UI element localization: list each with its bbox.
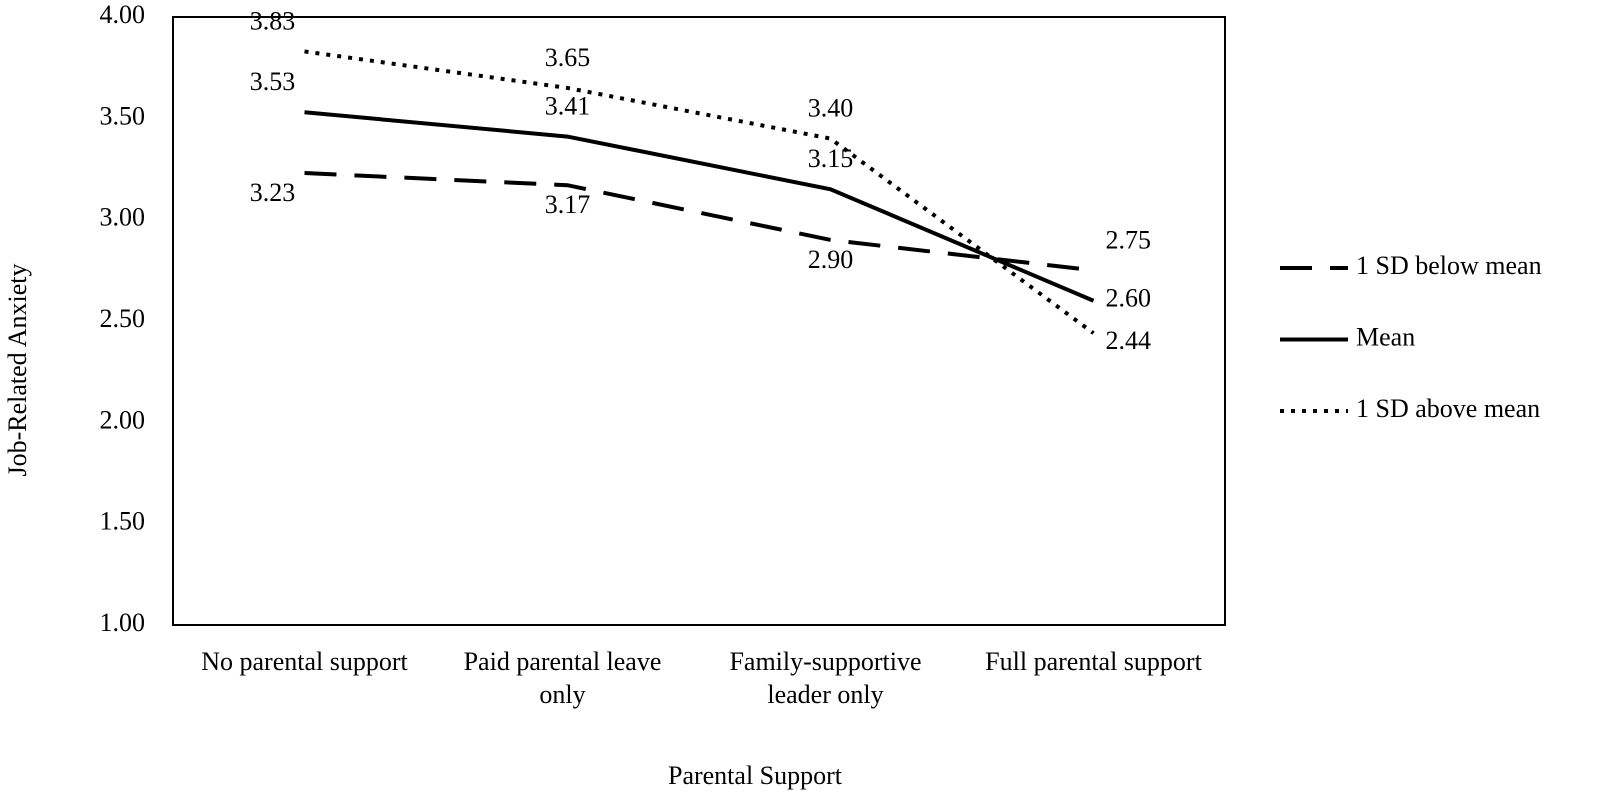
x-axis-title: Parental Support [668,761,843,790]
y-tick-label: 4.00 [100,0,146,29]
data-label: 3.23 [250,178,296,207]
data-label: 3.40 [808,94,854,123]
x-tick-label: No parental support [201,647,408,676]
series-line [304,171,1094,273]
series-line [304,49,1095,335]
y-tick-label: 3.00 [100,203,146,232]
y-tick-label: 3.50 [100,101,146,130]
plot-frame [172,16,1226,626]
y-tick-label: 2.00 [100,405,146,434]
data-label: 3.53 [250,67,296,96]
data-label: 3.17 [545,190,591,219]
legend-label: 1 SD above mean [1356,394,1540,423]
data-label: 2.75 [1106,225,1152,254]
data-label: 2.44 [1106,326,1152,355]
x-tick-label: Full parental support [985,647,1202,676]
x-tick-label: Paid parental leave only [463,647,662,709]
y-tick-label: 1.50 [100,507,146,536]
data-label: 2.60 [1106,284,1152,313]
data-label: 3.41 [545,92,591,121]
y-tick-label: 1.00 [100,608,146,637]
y-tick-label: 2.50 [100,304,146,333]
legend-label: Mean [1356,322,1415,351]
data-label: 2.90 [808,245,854,274]
x-tick-label: Family-supportive leader only [729,647,922,709]
y-axis-title: Job-Related Anxiety [3,263,32,476]
data-label: 3.65 [545,43,591,72]
data-label: 3.83 [250,6,296,35]
series-line [304,110,1095,303]
legend-label: 1 SD below mean [1356,251,1542,280]
